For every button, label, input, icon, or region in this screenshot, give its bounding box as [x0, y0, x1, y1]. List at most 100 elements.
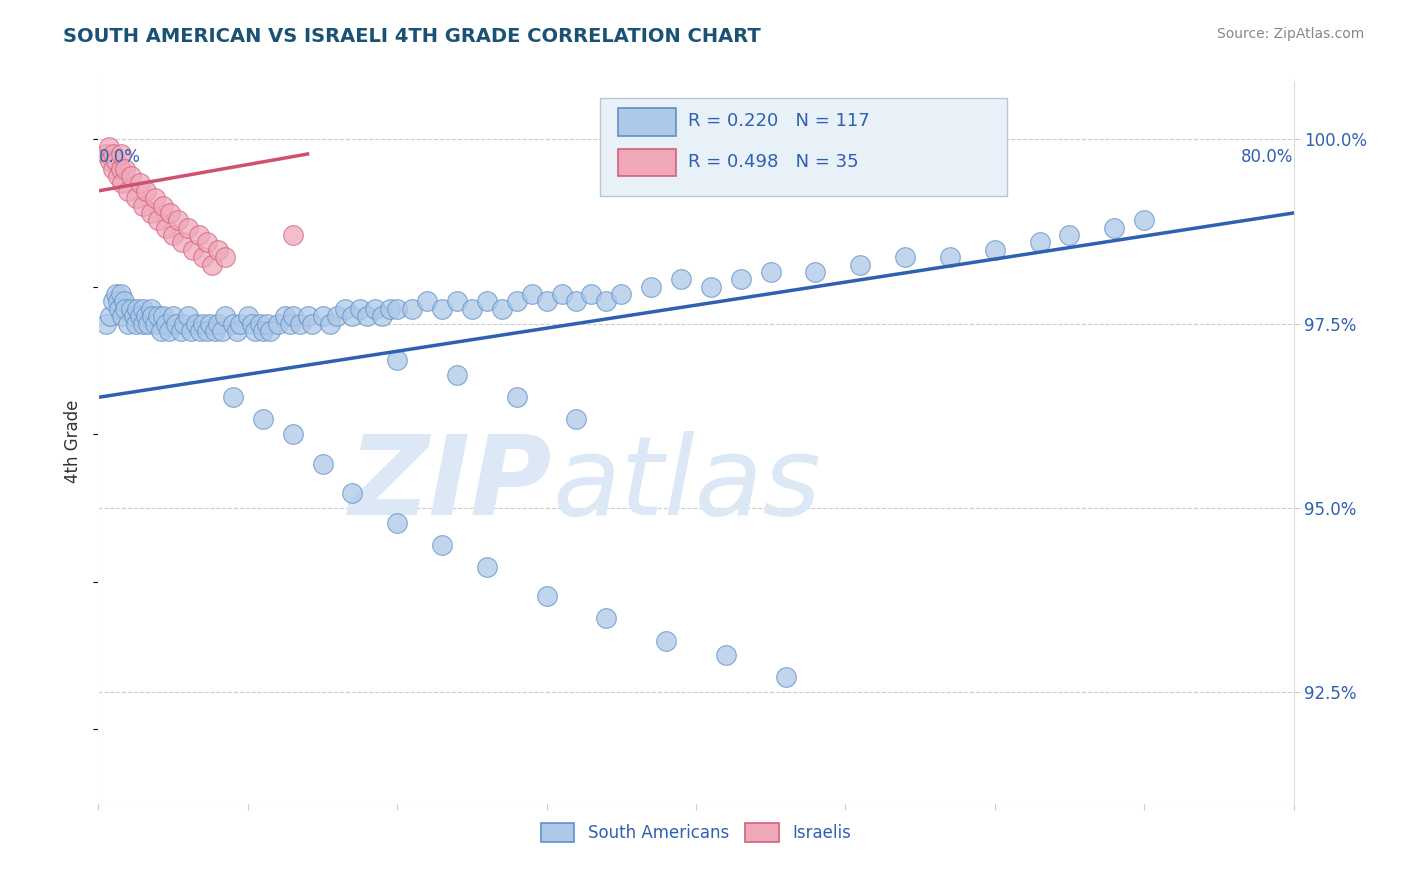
Point — [120, 301, 142, 316]
Point — [595, 294, 617, 309]
Text: Source: ZipAtlas.com: Source: ZipAtlas.com — [1216, 27, 1364, 41]
Point — [211, 324, 233, 338]
Point — [162, 228, 184, 243]
Point — [94, 147, 117, 161]
Point — [177, 220, 200, 235]
Point — [204, 324, 226, 338]
Point — [342, 309, 364, 323]
Point — [108, 301, 131, 316]
Point — [103, 161, 125, 176]
Point — [148, 213, 170, 227]
Point — [550, 287, 572, 301]
Point — [640, 279, 662, 293]
Point — [581, 287, 603, 301]
Point — [117, 184, 139, 198]
Point — [214, 309, 236, 323]
Point — [114, 161, 136, 176]
Point — [333, 301, 356, 316]
Point — [565, 294, 588, 309]
Point — [157, 324, 180, 338]
Point — [349, 301, 371, 316]
Point — [191, 250, 214, 264]
Point — [371, 309, 394, 323]
Point — [197, 235, 219, 250]
Point — [939, 250, 962, 264]
Point — [378, 301, 401, 316]
Point — [105, 154, 128, 169]
Point — [430, 538, 453, 552]
Point — [201, 258, 224, 272]
Point — [461, 301, 484, 316]
Point — [536, 294, 558, 309]
Point — [172, 235, 194, 250]
Point — [98, 309, 122, 323]
Point — [536, 590, 558, 604]
Point — [180, 324, 202, 338]
Point — [112, 294, 135, 309]
Point — [1133, 213, 1156, 227]
Point — [143, 191, 166, 205]
Text: 80.0%: 80.0% — [1241, 148, 1294, 166]
Point — [252, 412, 274, 426]
Point — [197, 324, 219, 338]
Point — [125, 317, 148, 331]
FancyBboxPatch shape — [619, 109, 676, 136]
Point — [222, 317, 245, 331]
Point — [111, 177, 134, 191]
Point — [610, 287, 633, 301]
Point — [1104, 220, 1126, 235]
Point — [132, 301, 155, 316]
Point — [148, 309, 170, 323]
Point — [281, 309, 304, 323]
Point — [655, 633, 678, 648]
Point — [105, 287, 128, 301]
Point — [125, 191, 148, 205]
Y-axis label: 4th Grade: 4th Grade — [65, 400, 83, 483]
Point — [191, 317, 214, 331]
Point — [155, 220, 177, 235]
Point — [110, 147, 132, 161]
Point — [222, 390, 245, 404]
Point — [152, 309, 174, 323]
Point — [135, 184, 157, 198]
FancyBboxPatch shape — [600, 98, 1007, 196]
Point — [804, 265, 827, 279]
Point — [166, 213, 188, 227]
Point — [120, 169, 142, 183]
Point — [342, 486, 364, 500]
Point — [207, 317, 229, 331]
Point — [236, 309, 259, 323]
Point — [155, 317, 177, 331]
Point — [430, 301, 453, 316]
Point — [491, 301, 513, 316]
Point — [984, 243, 1007, 257]
Point — [288, 317, 311, 331]
Text: R = 0.498   N = 35: R = 0.498 N = 35 — [688, 153, 858, 171]
Point — [129, 309, 152, 323]
Point — [141, 309, 163, 323]
Point — [132, 199, 155, 213]
FancyBboxPatch shape — [619, 149, 676, 177]
Point — [165, 317, 187, 331]
Point — [177, 309, 200, 323]
Point — [127, 301, 149, 316]
Point — [94, 317, 117, 331]
Point — [110, 287, 132, 301]
Point — [124, 309, 146, 323]
Legend: South Americans, Israelis: South Americans, Israelis — [534, 816, 858, 848]
Point — [259, 324, 281, 338]
Point — [364, 301, 387, 316]
Point — [311, 309, 333, 323]
Point — [1059, 228, 1081, 243]
Point — [311, 457, 333, 471]
Point — [446, 294, 468, 309]
Point — [730, 272, 752, 286]
Point — [214, 250, 236, 264]
Point — [229, 317, 252, 331]
Point — [117, 317, 139, 331]
Point — [849, 258, 872, 272]
Point — [700, 279, 723, 293]
Point — [143, 317, 166, 331]
Point — [107, 294, 129, 309]
Point — [297, 309, 319, 323]
